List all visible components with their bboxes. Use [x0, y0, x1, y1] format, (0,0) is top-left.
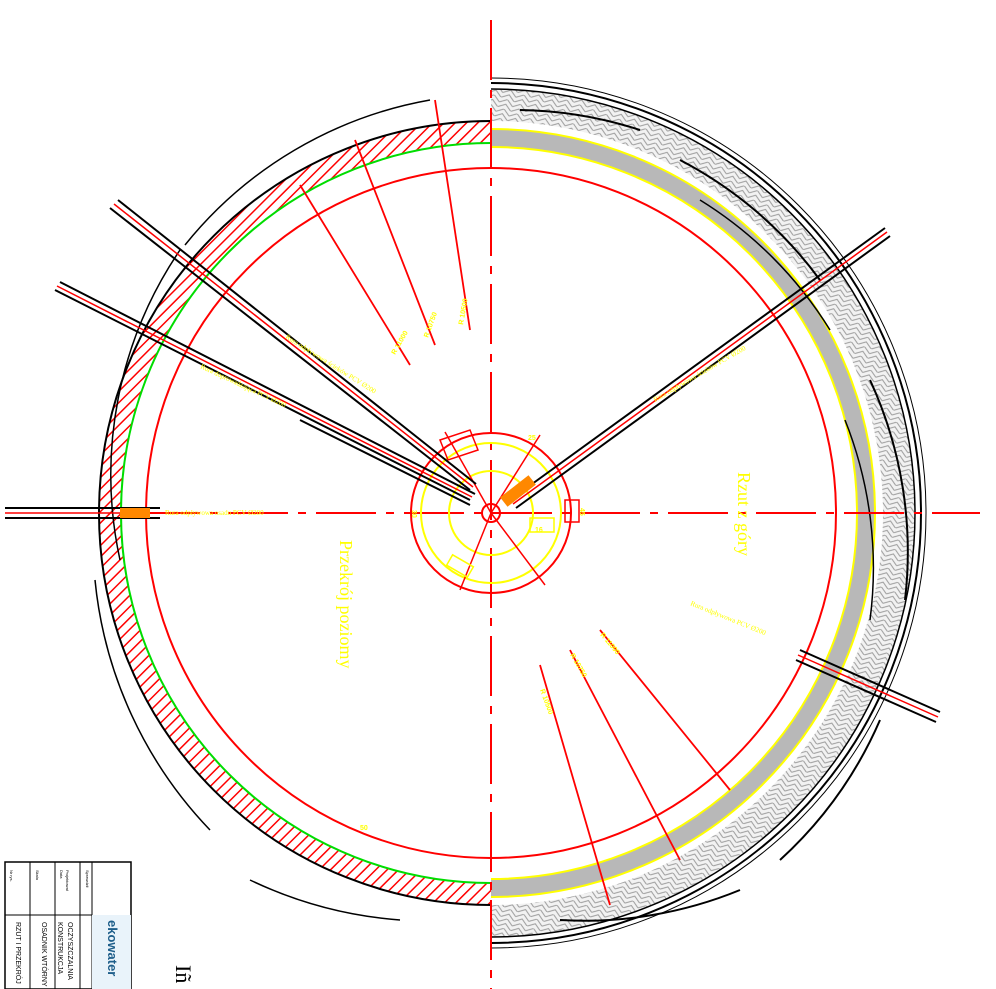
- field-label-2: Skala: [35, 870, 40, 881]
- pipe-se: [795, 649, 941, 723]
- dim-45: 45: [578, 508, 585, 516]
- company-name: ekowater: [105, 920, 120, 976]
- central-column: [410, 429, 580, 594]
- title-line-2: KONSTRUKCJA: [56, 922, 63, 974]
- field-label-1: Nr rys.: [9, 870, 14, 882]
- pipe-nw-2: [54, 281, 476, 506]
- field-label-3: Data: [59, 870, 64, 879]
- pipe-inlet-left: [5, 507, 160, 519]
- title-line-3: OSADNIK WTÓRNY: [40, 922, 49, 987]
- dim-r3: R 10500: [458, 298, 470, 325]
- section-view-label: Przekrój poziomy: [336, 540, 356, 668]
- pipe-ne: [500, 227, 891, 509]
- plan-view-label: Rzut z góry: [734, 472, 754, 556]
- radial-dimensions: [299, 99, 731, 906]
- title-line-4: RZUT I PRZEKRÓJ: [14, 922, 23, 984]
- pipe-label-inlet-left: Rura odpływowa osadu PCV Ø200: [165, 509, 264, 517]
- signature: Iñ: [171, 965, 196, 983]
- title-block: ekowater OCZYSZCZALNIA KONSTRUKCJA OSADN…: [4, 861, 132, 989]
- dim-25: 25: [528, 435, 536, 442]
- dim-16: 16: [535, 527, 543, 534]
- dim-50: 50: [360, 825, 368, 832]
- field-label-5: Sprawdził: [85, 870, 90, 887]
- section-view-left: [94, 99, 491, 921]
- title-line-1: OCZYSZCZALNIA: [66, 922, 73, 980]
- pipe-nw-1: [109, 199, 477, 491]
- field-label-4: Projektował: [65, 870, 70, 891]
- outer-black-line-2: [491, 77, 927, 949]
- dim-30: 30: [410, 510, 417, 518]
